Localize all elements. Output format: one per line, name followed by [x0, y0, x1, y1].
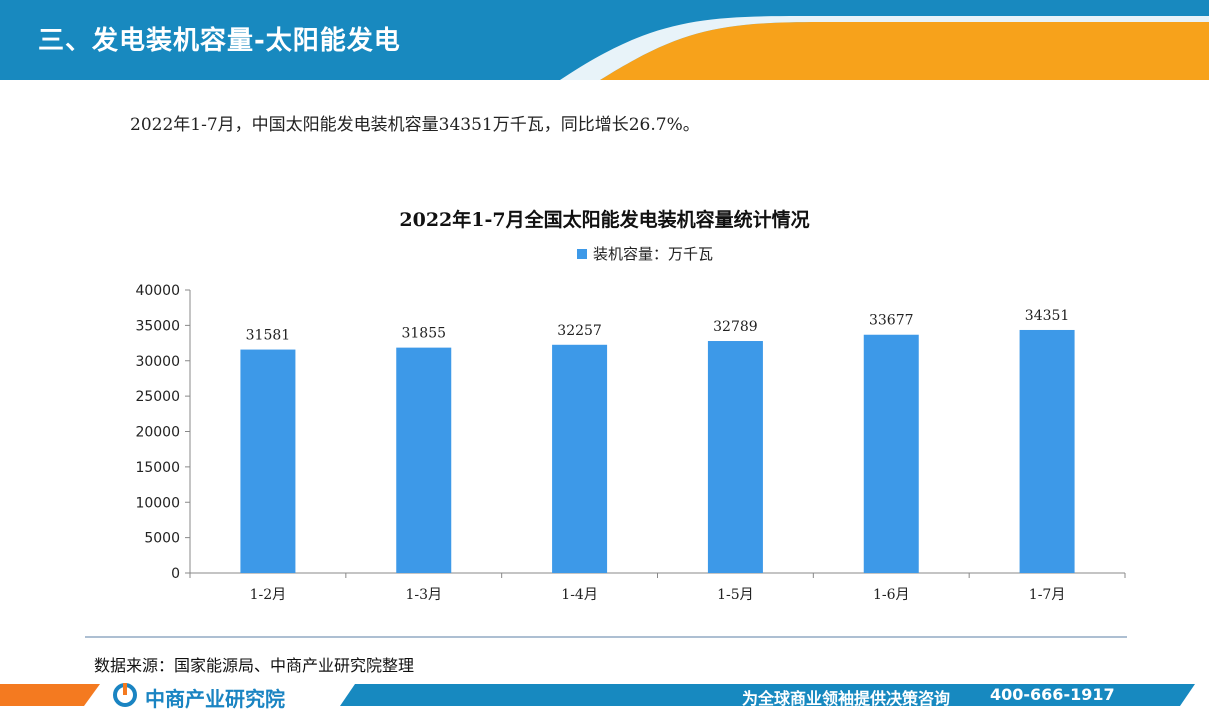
data-source-note: 数据来源：国家能源局、中商产业研究院整理 — [94, 652, 414, 676]
footer-phone: 400-666-1917 — [990, 685, 1115, 704]
footer-slogan: 为全球商业领袖提供决策咨询 — [742, 685, 950, 709]
footer-orange-shape — [0, 684, 100, 706]
company-logo-icon — [115, 683, 135, 705]
company-logo-text: 中商产业研究院 — [145, 683, 285, 712]
